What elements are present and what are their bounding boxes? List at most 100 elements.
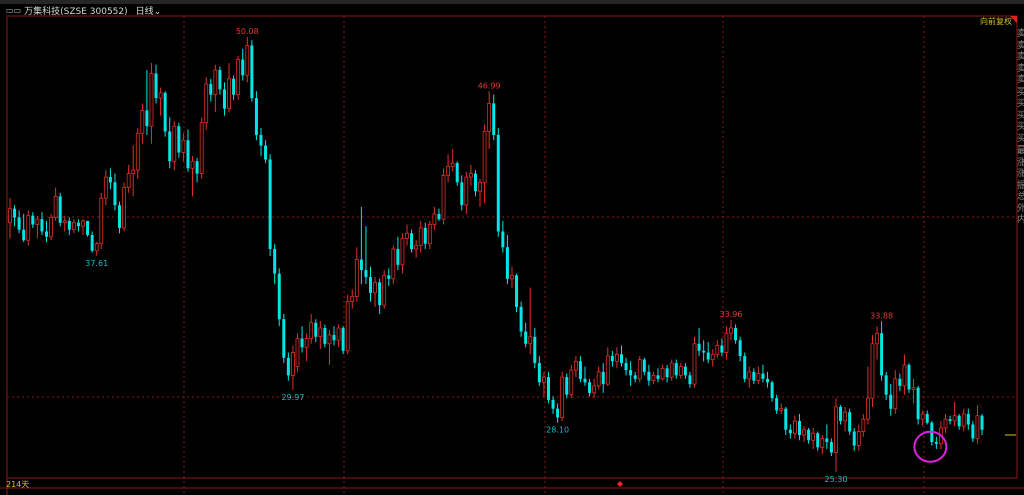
candle-up — [245, 45, 250, 76]
candle-up — [53, 195, 58, 218]
candle-down — [58, 196, 62, 223]
candle-up — [131, 169, 136, 174]
candle-down — [22, 229, 26, 241]
candle-down — [743, 356, 747, 379]
candle-up — [158, 92, 163, 99]
candle-up — [199, 122, 204, 174]
candle-down — [619, 354, 623, 364]
candle-up — [793, 420, 797, 434]
candle-down — [583, 378, 587, 383]
quote-row-label: 买 — [1017, 133, 1024, 144]
stock-title: 万集科技(SZSE 300552) — [24, 6, 128, 17]
period-selector[interactable]: 日线⌄ — [136, 4, 162, 17]
window-icon[interactable]: ▭▭ — [6, 5, 22, 15]
candle-down — [656, 375, 660, 379]
candle-down — [492, 103, 496, 135]
candle-down — [665, 368, 669, 378]
candle-down — [519, 306, 523, 332]
candle-up — [651, 374, 656, 382]
quote-row-label: 卖 — [1017, 40, 1024, 51]
candle-down — [816, 433, 820, 448]
candle-down — [565, 377, 569, 395]
adjust-mode[interactable]: 向前复权 — [980, 17, 1012, 26]
candle-down — [761, 373, 765, 379]
candle-down — [524, 331, 528, 344]
candle-down — [898, 378, 902, 386]
quote-row-label: 卖 — [1017, 29, 1024, 39]
candle-down — [916, 387, 920, 420]
candle-up — [304, 338, 309, 348]
candle-down — [250, 45, 254, 99]
candle-up — [692, 343, 697, 385]
candle-up — [943, 418, 948, 429]
candle-down — [515, 275, 519, 307]
candle-down — [277, 273, 281, 320]
candle-up — [181, 139, 186, 153]
candle-up — [414, 245, 419, 250]
candle-up — [400, 238, 405, 266]
candle-up — [660, 367, 665, 380]
candle-up — [596, 371, 601, 387]
candle-down — [551, 399, 555, 409]
price-extreme-label: 33.96 — [720, 310, 743, 319]
candle-down — [332, 334, 336, 341]
candle-down — [674, 363, 678, 376]
candle-down — [971, 424, 975, 439]
price-extreme-label: 25.30 — [825, 475, 848, 484]
candle-down — [113, 182, 117, 206]
candle-up — [861, 418, 866, 432]
candle-down — [40, 219, 44, 232]
candle-down — [314, 322, 318, 337]
quote-row-label: 外 — [1017, 203, 1024, 214]
candle-down — [369, 277, 373, 293]
candle-up — [418, 227, 423, 246]
candle-up — [318, 327, 323, 338]
candle-down — [90, 234, 94, 251]
candle-down — [829, 442, 833, 453]
candle-up — [140, 110, 145, 134]
price-extreme-label: 28.10 — [546, 426, 569, 435]
candle-down — [232, 78, 236, 95]
event-marker-icon — [617, 481, 623, 487]
candle-down — [697, 343, 701, 351]
candle-down — [702, 350, 706, 353]
quote-row-label: 买 — [1017, 110, 1024, 121]
candle-down — [282, 319, 286, 358]
candle-down — [455, 163, 459, 183]
title-bar-strip — [0, 0, 1024, 4]
candle-down — [163, 92, 167, 132]
price-extreme-label: 29.97 — [281, 393, 304, 402]
candle-up — [487, 102, 492, 132]
candle-down — [825, 438, 829, 443]
candle-down — [848, 412, 852, 432]
candle-up — [605, 355, 610, 385]
candle-down — [907, 364, 911, 390]
quote-row-label: 卖 — [1017, 75, 1024, 85]
quote-row-label: 内 — [1017, 215, 1024, 225]
candle-up — [811, 432, 816, 441]
candle-down — [222, 89, 226, 109]
price-extreme-label: 37.61 — [85, 259, 108, 268]
candle-down — [268, 159, 272, 250]
candle-down — [387, 275, 391, 279]
candle-down — [839, 406, 843, 421]
candle-up — [354, 259, 359, 297]
candle-up — [637, 359, 642, 380]
quote-row-label: 卖 — [1017, 63, 1024, 74]
candle-up — [779, 408, 784, 411]
candle-down — [154, 73, 158, 99]
candle-up — [952, 415, 957, 422]
candle-down — [273, 249, 277, 274]
candle-down — [501, 231, 505, 248]
chart-header: ▭▭ 万集科技(SZSE 300552) 日线⌄ — [0, 4, 1017, 17]
candle-down — [118, 205, 122, 228]
candle-up — [204, 83, 209, 124]
candle-down — [889, 394, 893, 409]
candle-up — [336, 327, 341, 341]
candle-down — [980, 415, 984, 430]
candle-down — [629, 370, 633, 376]
quote-row-label: 总 — [1017, 192, 1024, 202]
candle-up — [49, 217, 53, 238]
candle-down — [683, 366, 687, 376]
